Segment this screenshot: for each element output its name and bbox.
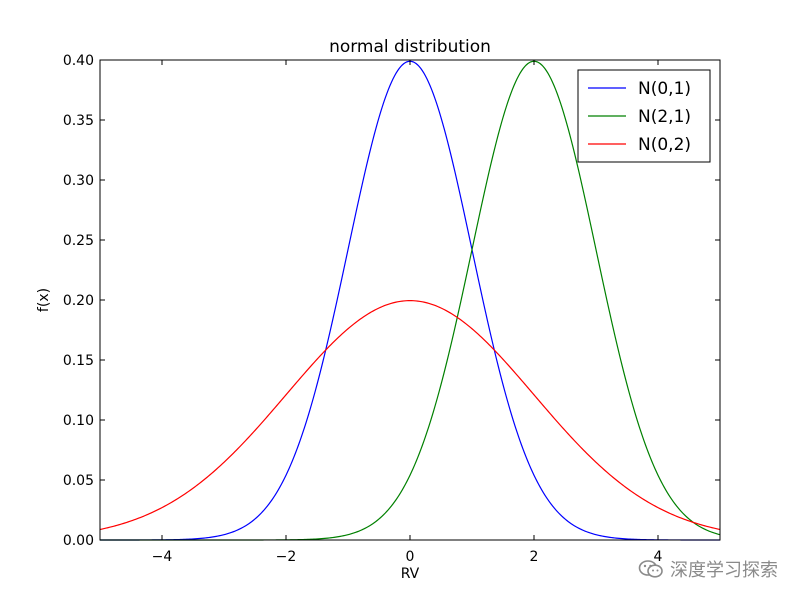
legend-label-1: N(0,1): [638, 79, 691, 99]
plot-area: −4 −2 0 2 4 0.00 0.05 0.10 0.15 0.20 0.25 0.30 0.35 0…: [63, 53, 721, 565]
watermark-text: 深度学习探索: [670, 560, 778, 581]
y-tick-label: 0.20: [63, 293, 94, 309]
y-tick-label: 0.30: [63, 173, 94, 189]
legend-label-2: N(2,1): [638, 107, 691, 127]
plot-frame: [99, 59, 721, 541]
legend: N(0,1) N(2,1) N(0,2): [577, 69, 711, 163]
axis-ticks: −4 −2 0 2 4 0.00 0.05 0.10 0.15 0.20 0.25 0.30 0.35 0…: [63, 53, 720, 565]
y-tick-label: 0.40: [63, 53, 94, 69]
y-tick-label: 0.10: [63, 413, 94, 429]
series-line-3: [99, 300, 721, 531]
legend-label-3: N(0,2): [638, 135, 691, 155]
chart-title: normal distribution: [329, 37, 491, 57]
y-tick-label: 0.25: [63, 233, 94, 249]
y-tick-label: 0.35: [63, 113, 94, 129]
x-tick-label: 0: [406, 549, 415, 565]
x-axis-label: RV: [401, 566, 420, 582]
x-tick-label: −2: [276, 549, 297, 565]
wechat-icon: [638, 560, 663, 578]
x-tick-label: 2: [530, 549, 539, 565]
y-tick-label: 0.00: [63, 533, 94, 549]
watermark: 深度学习探索: [638, 556, 778, 582]
y-tick-label: 0.05: [63, 473, 94, 489]
y-axis-label: f(x): [36, 288, 52, 312]
y-tick-label: 0.15: [63, 353, 94, 369]
x-tick-label: −4: [152, 549, 173, 565]
x-tick-label: 4: [654, 549, 663, 565]
